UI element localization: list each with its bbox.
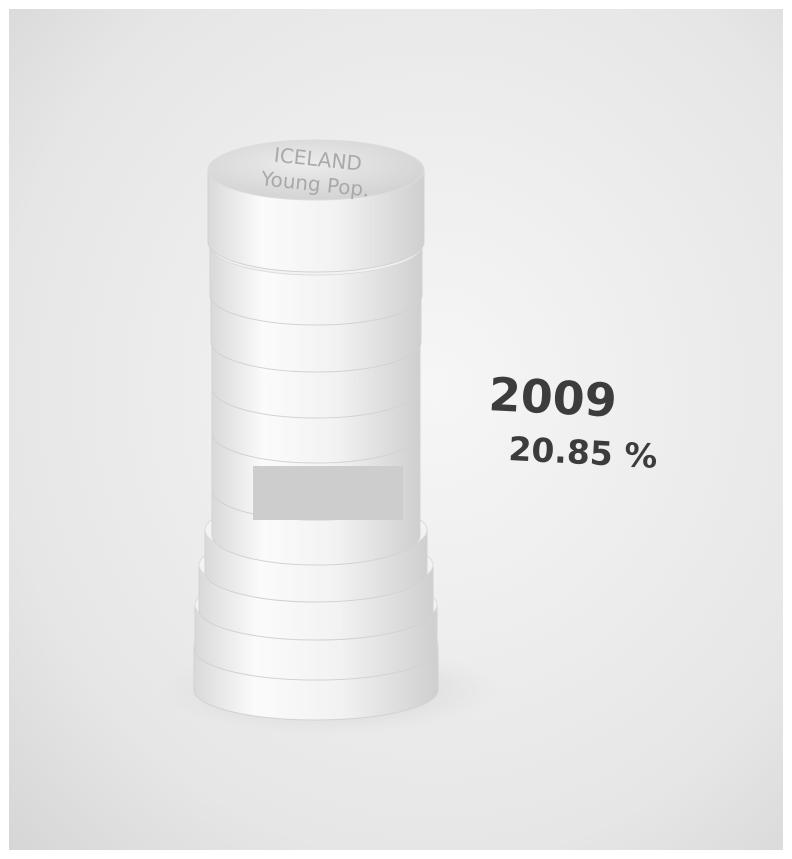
disc-top	[207, 139, 425, 201]
percent: 20.85 %	[508, 429, 659, 476]
highlight-band	[253, 466, 403, 520]
disc-stack	[193, 139, 439, 721]
year: 2009	[487, 367, 618, 428]
